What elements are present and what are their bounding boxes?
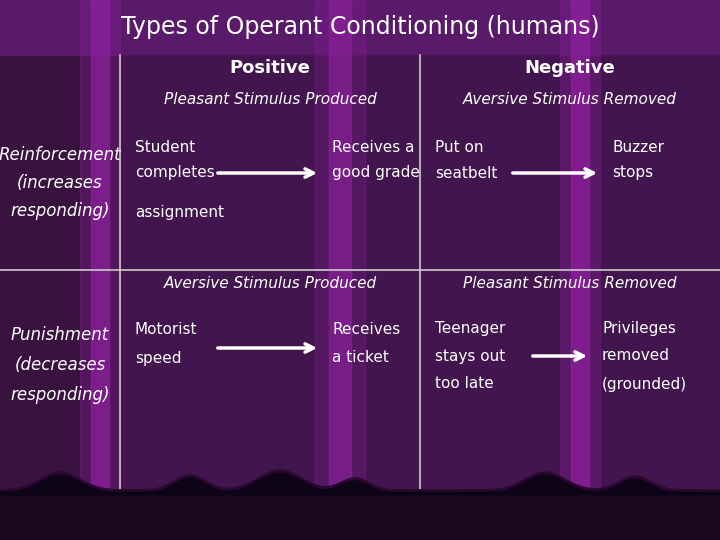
Text: Receives a: Receives a — [332, 139, 415, 154]
Text: a ticket: a ticket — [332, 350, 389, 366]
Text: completes: completes — [135, 165, 215, 180]
Text: Positive: Positive — [230, 59, 310, 77]
Text: Aversive Stimulus Removed: Aversive Stimulus Removed — [463, 92, 677, 107]
Text: (increases: (increases — [17, 174, 103, 192]
Text: responding): responding) — [10, 202, 109, 220]
Text: stops: stops — [612, 165, 653, 180]
Bar — [0, 490, 720, 540]
Text: Negative: Negative — [525, 59, 616, 77]
Text: assignment: assignment — [135, 206, 224, 220]
Bar — [571, 0, 589, 540]
Text: responding): responding) — [10, 386, 109, 404]
Text: Teenager: Teenager — [435, 321, 505, 335]
Text: Motorist: Motorist — [135, 322, 197, 338]
Text: stays out: stays out — [435, 348, 505, 363]
Text: Types of Operant Conditioning (humans): Types of Operant Conditioning (humans) — [121, 15, 599, 39]
Text: Punishment: Punishment — [11, 326, 109, 344]
Bar — [0, 0, 720, 55]
Text: good grade: good grade — [332, 165, 420, 180]
Text: Aversive Stimulus Produced: Aversive Stimulus Produced — [163, 275, 377, 291]
Bar — [560, 0, 600, 540]
Text: Student: Student — [135, 139, 195, 154]
Text: speed: speed — [135, 350, 181, 366]
Bar — [80, 0, 120, 540]
Text: Reinforcement: Reinforcement — [0, 146, 121, 164]
Text: Pleasant Stimulus Produced: Pleasant Stimulus Produced — [163, 92, 377, 107]
Bar — [91, 0, 109, 540]
Text: seatbelt: seatbelt — [435, 165, 498, 180]
Text: removed: removed — [602, 348, 670, 363]
Bar — [329, 0, 351, 540]
Text: Put on: Put on — [435, 139, 484, 154]
Bar — [120, 55, 420, 540]
Text: too late: too late — [435, 376, 494, 392]
Text: Pleasant Stimulus Removed: Pleasant Stimulus Removed — [463, 275, 677, 291]
Bar — [420, 55, 720, 540]
Text: Receives: Receives — [332, 322, 400, 338]
Text: Buzzer: Buzzer — [612, 139, 664, 154]
Text: Privileges: Privileges — [602, 321, 676, 335]
Text: (decreases: (decreases — [14, 356, 106, 374]
Bar — [420, 0, 720, 540]
Text: (grounded): (grounded) — [602, 376, 687, 392]
Bar — [315, 0, 365, 540]
Bar — [120, 0, 420, 540]
Bar — [0, 0, 120, 540]
